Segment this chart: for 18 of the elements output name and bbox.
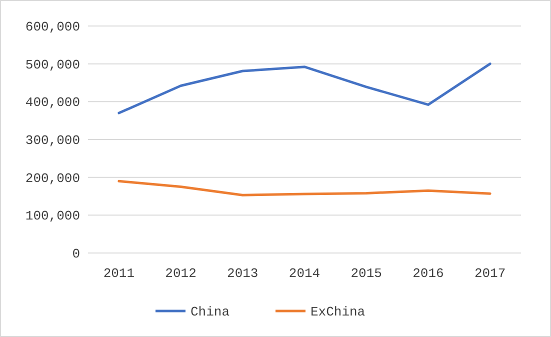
y-tick-label: 0 — [72, 246, 80, 262]
x-tick-label: 2011 — [103, 266, 135, 281]
x-tick-label: 2014 — [288, 266, 320, 281]
legend-label: China — [190, 304, 230, 320]
x-tick-label: 2016 — [412, 266, 444, 281]
x-tick-label: 2013 — [227, 266, 258, 281]
y-tick-label: 100,000 — [25, 208, 80, 224]
line-series — [118, 62, 492, 114]
y-tick-label: 400,000 — [25, 95, 80, 110]
legend-label: ExChina — [310, 304, 366, 320]
y-tick-label: 600,000 — [25, 20, 80, 35]
x-tick-label: 2012 — [165, 266, 196, 281]
y-tick-label: 300,000 — [25, 133, 80, 148]
y-tick-label: 500,000 — [25, 57, 80, 72]
y-tick-label: 200,000 — [25, 170, 80, 186]
line-series — [118, 180, 492, 196]
x-tick-label: 2015 — [350, 266, 382, 281]
x-tick-label: 2017 — [474, 266, 506, 281]
